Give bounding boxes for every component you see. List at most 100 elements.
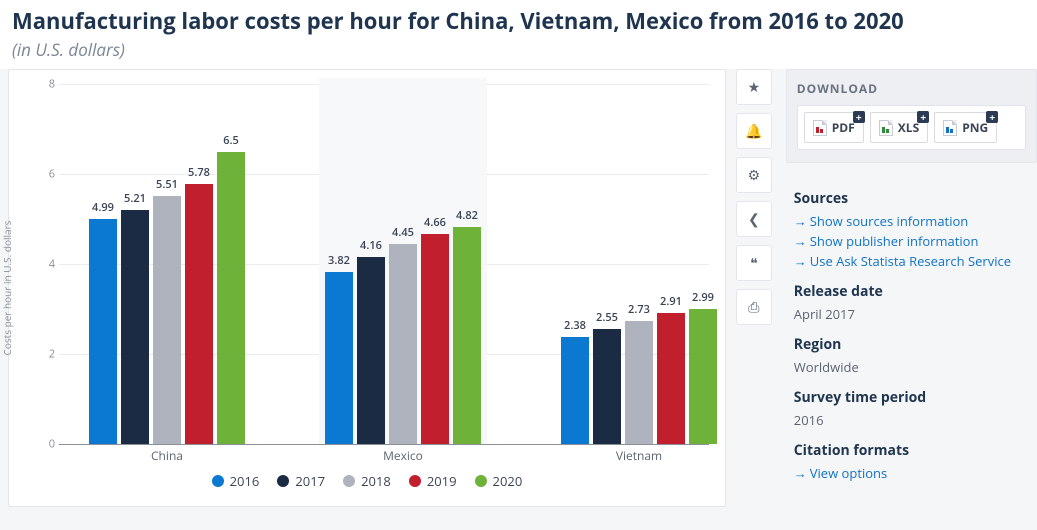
source-link-label: Show publisher information xyxy=(810,232,979,250)
sources-heading: Sources xyxy=(794,189,1033,208)
alert-button[interactable]: 🔔 xyxy=(736,113,772,149)
share-icon: ❮ xyxy=(748,210,760,229)
release-date-value: April 2017 xyxy=(794,305,1033,323)
plus-icon: + xyxy=(986,111,998,123)
bar[interactable] xyxy=(657,313,685,444)
source-link-label: Show sources information xyxy=(810,212,969,230)
bar[interactable] xyxy=(121,210,149,444)
share-button[interactable]: ❮ xyxy=(736,201,772,237)
legend-label: 2018 xyxy=(361,472,391,490)
download-png-button[interactable]: PNG+ xyxy=(934,112,997,143)
download-panel: DOWNLOAD PDF+XLS+PNG+ xyxy=(786,69,1037,163)
citation-heading: Citation formats xyxy=(794,441,1033,460)
source-link[interactable]: → Show sources information xyxy=(794,212,1033,230)
legend-swatch xyxy=(277,475,289,487)
chart-plot-area: 024684.995.215.515.786.5China3.824.164.4… xyxy=(59,84,709,444)
download-button-label: PNG xyxy=(962,119,988,136)
bar[interactable] xyxy=(593,329,621,444)
legend-item[interactable]: 2016 xyxy=(212,472,260,490)
bar-value-label: 6.5 xyxy=(211,133,251,148)
gridline xyxy=(59,444,709,445)
y-tick-label: 0 xyxy=(39,437,55,452)
bar[interactable] xyxy=(389,244,417,444)
source-link[interactable]: → Use Ask Statista Research Service xyxy=(794,252,1033,270)
star-icon: ★ xyxy=(748,78,761,97)
arrow-right-icon: → xyxy=(794,464,804,482)
bar-value-label: 4.82 xyxy=(447,208,487,223)
y-tick-label: 4 xyxy=(39,257,55,272)
legend-item[interactable]: 2020 xyxy=(475,472,523,490)
legend-label: 2017 xyxy=(295,472,325,490)
arrow-right-icon: → xyxy=(794,212,804,230)
chart-actions: ★ 🔔 ⚙ ❮ ❝ ⎙ xyxy=(736,69,776,507)
bar[interactable] xyxy=(153,196,181,444)
bar[interactable] xyxy=(217,152,245,445)
bar[interactable] xyxy=(421,234,449,444)
legend-swatch xyxy=(409,475,421,487)
legend-item[interactable]: 2019 xyxy=(409,472,457,490)
chart-card: Costs per hour in U.S. dollars 024684.99… xyxy=(8,69,726,507)
download-pdf-button[interactable]: PDF+ xyxy=(804,112,864,143)
download-button-label: XLS xyxy=(898,119,919,136)
arrow-right-icon: → xyxy=(794,252,804,270)
page-subtitle: (in U.S. dollars) xyxy=(12,38,1025,61)
bar[interactable] xyxy=(453,227,481,444)
bar-value-label: 3.82 xyxy=(319,253,359,268)
region-value: Worldwide xyxy=(794,358,1033,376)
bar-group: 3.824.164.454.664.82Mexico xyxy=(325,84,481,444)
download-buttons-row: PDF+XLS+PNG+ xyxy=(797,105,1026,150)
x-category-label: China xyxy=(89,447,245,464)
x-category-label: Mexico xyxy=(325,447,481,464)
bar-value-label: 2.99 xyxy=(683,290,723,305)
metadata-panel: Sources → Show sources information → Show p… xyxy=(786,163,1037,482)
download-button-label: PDF xyxy=(832,119,855,136)
legend-label: 2019 xyxy=(427,472,457,490)
source-link-label: Use Ask Statista Research Service xyxy=(810,252,1011,270)
y-axis-label: Costs per hour in U.S. dollars xyxy=(0,221,14,356)
page-title: Manufacturing labor costs per hour for C… xyxy=(12,6,1025,36)
plus-icon: + xyxy=(917,111,929,123)
bar-group: 2.382.552.732.912.99Vietnam xyxy=(561,84,717,444)
plus-icon: + xyxy=(853,111,865,123)
file-png-icon xyxy=(943,120,957,136)
download-heading: DOWNLOAD xyxy=(797,80,1026,97)
file-pdf-icon xyxy=(813,120,827,136)
bar-value-label: 4.16 xyxy=(351,238,391,253)
survey-period-heading: Survey time period xyxy=(794,388,1033,407)
legend-swatch xyxy=(212,475,224,487)
y-tick-label: 2 xyxy=(39,347,55,362)
cite-button[interactable]: ❝ xyxy=(736,245,772,281)
legend-item[interactable]: 2017 xyxy=(277,472,325,490)
bar-group: 4.995.215.515.786.5China xyxy=(89,84,245,444)
citation-view-options-link[interactable]: → View options xyxy=(794,464,1033,482)
bar[interactable] xyxy=(357,257,385,444)
source-link[interactable]: → Show publisher information xyxy=(794,232,1033,250)
chart-legend: 2016 2017 2018 2019 2020 xyxy=(19,472,715,490)
bell-icon: 🔔 xyxy=(745,122,762,141)
print-button[interactable]: ⎙ xyxy=(736,289,772,325)
x-category-label: Vietnam xyxy=(561,447,717,464)
sidebar: DOWNLOAD PDF+XLS+PNG+ Sources →Show sour… xyxy=(786,69,1037,507)
print-icon: ⎙ xyxy=(748,298,759,317)
favorite-button[interactable]: ★ xyxy=(736,69,772,105)
download-xls-button[interactable]: XLS+ xyxy=(870,112,928,143)
bar[interactable] xyxy=(89,219,117,444)
bar[interactable] xyxy=(625,321,653,444)
bar[interactable] xyxy=(325,272,353,444)
bar[interactable] xyxy=(689,309,717,444)
legend-swatch xyxy=(475,475,487,487)
citation-link-label: View options xyxy=(810,464,887,482)
legend-item[interactable]: 2018 xyxy=(343,472,391,490)
y-tick-label: 6 xyxy=(39,167,55,182)
page-header: Manufacturing labor costs per hour for C… xyxy=(0,0,1037,69)
bar-value-label: 5.78 xyxy=(179,165,219,180)
arrow-right-icon: → xyxy=(794,232,804,250)
bar[interactable] xyxy=(561,337,589,444)
bar[interactable] xyxy=(185,184,213,444)
settings-button[interactable]: ⚙ xyxy=(736,157,772,193)
release-date-heading: Release date xyxy=(794,282,1033,301)
file-xls-icon xyxy=(879,120,893,136)
legend-swatch xyxy=(343,475,355,487)
bar-value-label: 5.21 xyxy=(115,191,155,206)
legend-label: 2016 xyxy=(230,472,260,490)
